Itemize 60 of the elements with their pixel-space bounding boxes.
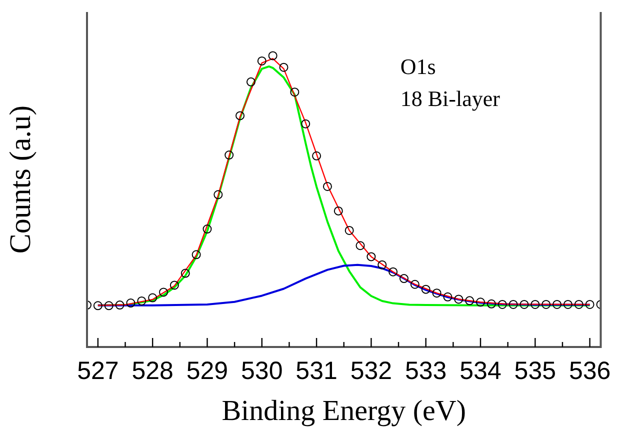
point: [246, 77, 256, 86]
point: [214, 190, 223, 200]
point: [563, 300, 572, 309]
point: [279, 62, 288, 72]
point: [192, 250, 201, 260]
point: [520, 300, 529, 309]
point: [148, 293, 158, 302]
y-axis-title: Counts (a.u): [4, 105, 37, 254]
point: [126, 298, 136, 308]
point: [432, 288, 442, 298]
point: [115, 300, 124, 310]
point: [366, 252, 376, 262]
x-tick-label: 529: [186, 356, 228, 385]
point: [388, 267, 398, 276]
point: [585, 300, 594, 309]
point: [257, 56, 266, 66]
x-tick-label: 528: [132, 356, 174, 385]
x-axis-title: Binding Energy (eV): [222, 395, 466, 428]
annotation: O1s: [400, 54, 436, 79]
point: [202, 224, 212, 234]
point: [344, 226, 354, 235]
point: [236, 111, 245, 120]
point: [301, 119, 310, 128]
point: [137, 296, 146, 306]
x-tick-label: 532: [350, 356, 392, 385]
point: [443, 292, 452, 302]
point: [399, 274, 408, 284]
point: [574, 300, 584, 309]
point: [410, 280, 420, 289]
point: [93, 301, 102, 310]
point: [104, 301, 114, 310]
x-tick-label: 527: [77, 356, 119, 385]
point: [498, 300, 507, 309]
point: [159, 288, 168, 297]
point: [508, 300, 518, 309]
point: [378, 260, 387, 270]
point: [552, 300, 562, 309]
point: [170, 280, 179, 290]
point: [486, 299, 496, 308]
point: [290, 88, 300, 97]
point: [224, 150, 234, 160]
point: [312, 151, 322, 160]
x-tick-label: 531: [296, 356, 338, 385]
x-tick-label: 535: [514, 356, 556, 385]
point: [334, 206, 343, 216]
point: [542, 300, 551, 309]
point: [476, 298, 485, 307]
x-tick-label: 533: [404, 356, 447, 385]
point: [356, 241, 365, 250]
x-tick-label: 530: [241, 356, 283, 385]
annotation: 18 Bi-layer: [400, 86, 501, 111]
point: [454, 294, 464, 304]
point: [180, 268, 190, 278]
x-tick-label: 536: [568, 356, 611, 385]
point: [268, 51, 278, 60]
point: [465, 296, 474, 306]
point: [421, 284, 430, 294]
x-tick-label: 534: [460, 356, 502, 385]
point: [530, 300, 540, 309]
point: [322, 182, 332, 191]
